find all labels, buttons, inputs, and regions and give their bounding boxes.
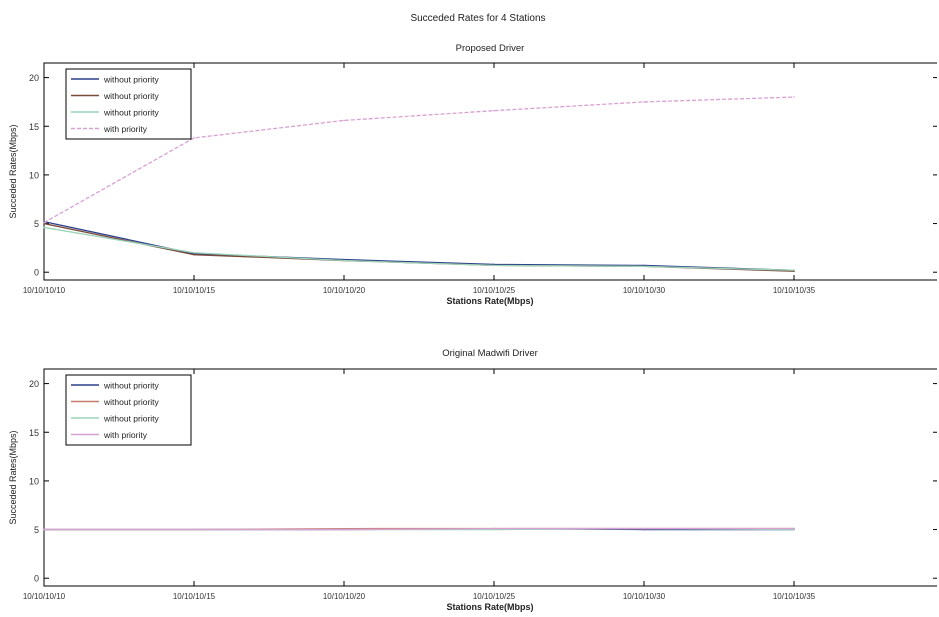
x-tick-label: 10/10/10/15 [173, 286, 216, 295]
x-tick-label: 10/10/10/15 [173, 592, 216, 601]
legend-box [65, 68, 192, 140]
x-tick-label: 10/10/10/10 [23, 592, 66, 601]
series-line-3 [43, 226, 795, 271]
data-point [193, 253, 195, 256]
series-line-2 [43, 222, 795, 272]
x-axis-label: Stations Rate(Mbps) [446, 296, 533, 306]
panel-title: Proposed Driver [456, 43, 525, 54]
axes-frame [43, 368, 937, 587]
x-tick-label: 10/10/10/20 [323, 286, 366, 295]
data-point [193, 251, 195, 254]
data-point [43, 226, 45, 229]
chart-panel-1: Proposed Driver 10/10/10/10 10/10/10/15 10/… [8, 43, 937, 306]
series-line-4 [43, 96, 795, 224]
data-point [643, 265, 645, 268]
legend-label: without priority [103, 75, 160, 85]
y-axis-label: Succeded Rates(Mbps) [8, 124, 18, 218]
data-point [793, 96, 795, 98]
x-tick-label: 10/10/10/25 [473, 592, 516, 601]
y-tick-label: 5 [34, 525, 39, 535]
axes-frame [43, 62, 937, 281]
legend-label: without priority [103, 414, 160, 424]
data-point [493, 109, 495, 112]
legend-label: without priority [103, 91, 160, 101]
y-tick-label: 15 [29, 428, 39, 438]
data-point [793, 269, 795, 272]
y-tick-label: 0 [34, 268, 39, 278]
data-point [643, 527, 645, 530]
data-point [793, 527, 795, 530]
x-tick-label: 10/10/10/30 [623, 592, 666, 601]
x-tick-label: 10/10/10/35 [773, 592, 816, 601]
legend-box [65, 374, 192, 446]
y-tick-label: 10 [29, 476, 39, 486]
y-tick-label: 5 [34, 219, 39, 229]
series-line-4 [44, 527, 794, 531]
y-tick-label: 20 [29, 379, 39, 389]
x-tick-label: 10/10/10/35 [773, 286, 816, 295]
x-tick-label: 10/10/10/20 [323, 592, 366, 601]
panel-title: Original Madwifi Driver [442, 348, 538, 359]
data-point [493, 264, 495, 267]
y-axis-label: Succeded Rates(Mbps) [8, 430, 18, 524]
data-point [193, 137, 195, 139]
legend: without priority without priority without … [65, 68, 192, 140]
legend-label: with priority [103, 430, 148, 440]
y-tick-label: 20 [29, 73, 39, 83]
x-tick-label: 10/10/10/10 [23, 286, 66, 295]
chart-panel-2: Original Madwifi Driver 10/10/10/10 10/10/… [8, 348, 937, 612]
legend-label: without priority [103, 381, 160, 391]
x-tick-label: 10/10/10/25 [473, 286, 516, 295]
data-point [343, 528, 345, 531]
data-point [193, 528, 195, 531]
x-axis-label: Stations Rate(Mbps) [446, 602, 533, 612]
legend-label: without priority [103, 397, 160, 407]
legend-label: with priority [103, 124, 148, 134]
data-point [343, 259, 345, 262]
data-point [43, 221, 45, 224]
legend-label: without priority [103, 108, 160, 118]
figure-title: Succeded Rates for 4 Stations [410, 13, 545, 24]
data-point [343, 119, 345, 122]
y-tick-label: 0 [34, 574, 39, 584]
x-tick-label: 10/10/10/30 [623, 286, 666, 295]
y-tick-label: 15 [29, 122, 39, 132]
data-point [43, 528, 45, 531]
data-point [643, 101, 645, 103]
legend: without priority without priority without … [65, 374, 192, 446]
y-tick-label: 10 [29, 170, 39, 180]
data-point [493, 527, 495, 530]
